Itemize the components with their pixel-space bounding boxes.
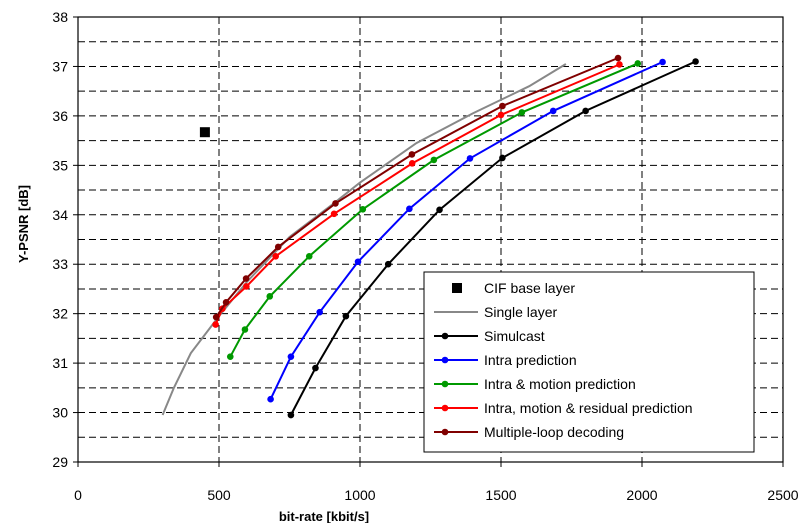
legend-marker-intra-motion-prediction [441, 380, 449, 388]
point-simulcast [692, 58, 699, 65]
point-multiple-loop-decoding [222, 298, 230, 306]
x-tick-label: 1000 [344, 487, 375, 503]
point-simulcast [499, 154, 506, 162]
legend-label-intra-motion-prediction: Intra & motion prediction [484, 376, 636, 392]
y-tick-label: 37 [52, 58, 68, 74]
point-simulcast [287, 411, 295, 419]
point-simulcast [436, 206, 443, 214]
point-intra-motion-residual-prediction [243, 283, 250, 290]
point-multiple-loop-decoding [274, 243, 282, 251]
series-layer [161, 54, 699, 419]
legend-swatch-cif-base-layer [452, 283, 462, 293]
point-intra-motion-prediction [305, 253, 313, 260]
x-tick-label: 2000 [626, 487, 657, 503]
point-simulcast [312, 364, 319, 372]
point-intra-prediction [466, 155, 474, 162]
legend-label-cif-base-layer: CIF base layer [484, 280, 575, 296]
legend-marker-simulcast [441, 332, 449, 340]
plot-frame [77, 16, 784, 463]
point-multiple-loop-decoding [212, 313, 220, 321]
point-intra-motion-residual-prediction [212, 321, 219, 328]
y-tick-label: 36 [52, 108, 68, 124]
point-multiple-loop-decoding [408, 151, 416, 158]
y-tick-label: 35 [52, 157, 68, 173]
point-intra-prediction [549, 107, 557, 115]
point-multiple-loop-decoding [242, 275, 250, 282]
y-tick-label: 33 [52, 256, 68, 272]
point-intra-motion-residual-prediction [272, 253, 279, 260]
y-tick-label: 31 [52, 355, 68, 371]
tick-labels: 29 30 31 32 33 34 35 36 37 38 0 500 1000 1500 2000 2500 [52, 9, 798, 503]
series-line-intra-prediction [269, 61, 664, 400]
point-multiple-loop-decoding [332, 200, 339, 207]
point-intra-prediction [267, 395, 274, 403]
point-intra-prediction [354, 258, 362, 266]
point-intra-prediction [316, 308, 323, 316]
x-tick-label: 1500 [485, 487, 516, 503]
y-tick-label: 34 [52, 207, 68, 223]
point-cif-base-layer [199, 127, 210, 138]
legend-marker-multiple-loop-decoding [441, 428, 449, 436]
legend-marker-intra-prediction [441, 356, 449, 364]
x-tick-label: 0 [74, 487, 82, 503]
y-tick-label: 29 [52, 454, 68, 470]
legend-label-intra-motion-residual-prediction: Intra, motion & residual prediction [484, 400, 693, 416]
x-tick-label: 500 [207, 487, 231, 503]
plot-border [77, 16, 784, 463]
legend-label-single-layer: Single layer [484, 304, 557, 320]
point-intra-motion-prediction [226, 353, 234, 360]
point-simulcast [582, 107, 589, 115]
series-line-multiple-loop-decoding [215, 57, 619, 318]
x-axis-label: bit-rate [kbit/s] [279, 509, 369, 523]
y-axis-label: Y-PSNR [dB] [16, 185, 31, 263]
point-intra-motion-prediction [430, 156, 438, 164]
x-tick-label: 2500 [767, 487, 798, 503]
point-intra-motion-residual-prediction [330, 210, 338, 218]
series-line-single-layer [161, 63, 567, 416]
legend-label-multiple-loop-decoding: Multiple-loop decoding [484, 424, 624, 440]
point-multiple-loop-decoding [499, 102, 506, 110]
legend-marker-intra-motion-residual-prediction [441, 404, 449, 412]
point-intra-motion-residual-prediction [408, 160, 416, 167]
point-intra-prediction [406, 205, 413, 213]
point-intra-motion-prediction [241, 326, 249, 333]
y-tick-label: 30 [52, 405, 68, 421]
point-intra-motion-residual-prediction [616, 61, 623, 68]
point-intra-motion-residual-prediction [497, 111, 505, 119]
legend-label-intra-prediction: Intra prediction [484, 352, 577, 368]
y-tick-label: 32 [52, 306, 68, 322]
series-line-simulcast [290, 60, 697, 416]
legend-label-simulcast: Simulcast [484, 328, 545, 344]
point-intra-prediction [659, 58, 666, 66]
point-simulcast [384, 260, 392, 268]
y-tick-label: 38 [52, 9, 68, 25]
point-intra-prediction [287, 353, 295, 360]
point-intra-motion-prediction [359, 206, 367, 213]
legend-box [423, 271, 755, 453]
point-intra-motion-prediction [634, 60, 642, 67]
point-intra-motion-prediction [266, 293, 274, 300]
legend: CIF base layer Single layer Simulcast Intra… [423, 271, 755, 453]
point-intra-motion-prediction [518, 109, 526, 116]
point-simulcast [342, 312, 350, 320]
series-line-intra-motion-prediction [229, 62, 639, 358]
point-multiple-loop-decoding [614, 54, 622, 62]
